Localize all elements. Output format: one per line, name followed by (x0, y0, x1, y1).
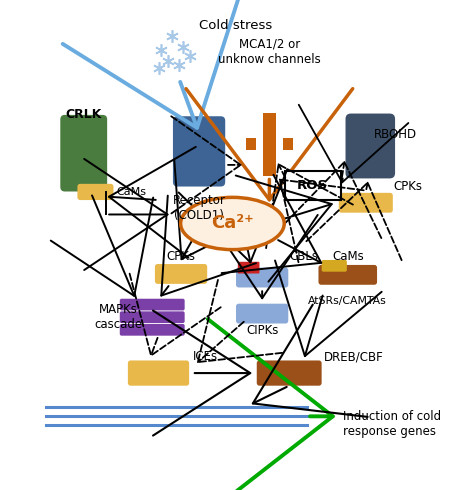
Text: MCA1/2 or
unknow channels: MCA1/2 or unknow channels (218, 38, 321, 66)
Text: CPKs: CPKs (394, 180, 423, 193)
Text: Cold stress: Cold stress (199, 19, 273, 32)
Text: Induction of cold
response genes: Induction of cold response genes (343, 410, 441, 438)
FancyBboxPatch shape (77, 184, 113, 200)
FancyBboxPatch shape (236, 268, 288, 288)
FancyBboxPatch shape (120, 311, 185, 323)
FancyBboxPatch shape (319, 265, 377, 285)
Text: CRLK: CRLK (65, 108, 102, 121)
FancyBboxPatch shape (60, 115, 107, 192)
FancyBboxPatch shape (257, 361, 322, 386)
Text: CaMs: CaMs (332, 250, 364, 263)
FancyBboxPatch shape (322, 260, 347, 271)
Text: RBOHD: RBOHD (374, 128, 417, 142)
Ellipse shape (181, 197, 284, 249)
FancyBboxPatch shape (128, 361, 189, 386)
Text: ICEs: ICEs (193, 350, 218, 363)
Text: CPKs: CPKs (166, 250, 196, 263)
FancyBboxPatch shape (346, 114, 395, 178)
FancyBboxPatch shape (173, 116, 225, 187)
FancyBboxPatch shape (238, 262, 259, 273)
Bar (263, 113, 276, 176)
Text: CaMs: CaMs (116, 187, 146, 197)
FancyBboxPatch shape (120, 299, 185, 311)
FancyBboxPatch shape (285, 171, 340, 200)
Text: MAPKs
cascade: MAPKs cascade (94, 303, 142, 331)
FancyBboxPatch shape (155, 264, 207, 284)
Text: Ca²⁺: Ca²⁺ (211, 215, 254, 232)
Text: CBLs: CBLs (289, 250, 318, 263)
Bar (246, 138, 293, 150)
Text: AtSRs/CAMTAs: AtSRs/CAMTAs (309, 295, 387, 306)
Text: DREB/CBF: DREB/CBF (323, 350, 383, 363)
Bar (276, 135, 283, 153)
FancyBboxPatch shape (236, 304, 288, 323)
FancyBboxPatch shape (120, 324, 185, 336)
FancyBboxPatch shape (339, 193, 393, 213)
Text: ROS: ROS (297, 179, 328, 192)
Bar (256, 135, 263, 153)
Text: Receptor
(COLD1): Receptor (COLD1) (173, 194, 226, 222)
Text: CIPKs: CIPKs (246, 324, 278, 338)
